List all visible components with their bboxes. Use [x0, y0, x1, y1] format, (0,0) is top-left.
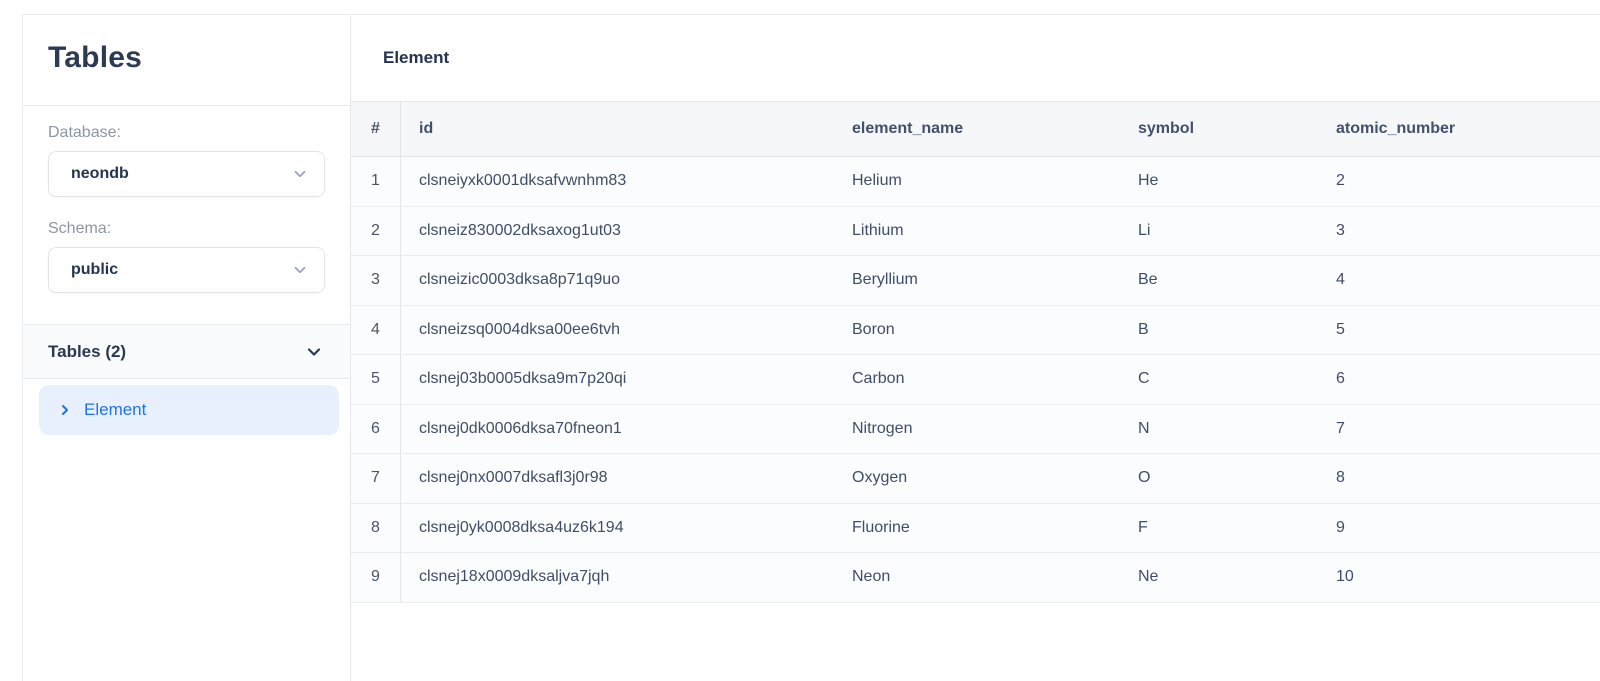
cell-element-name: Fluorine	[852, 518, 910, 536]
table-row[interactable]: 2 clsneiz830002dksaxog1ut03 Lithium Li 3	[351, 206, 1600, 256]
table-row[interactable]: 8 clsnej0yk0008dksa4uz6k194 Fluorine F 9	[351, 503, 1600, 553]
row-index-cell: 3	[351, 256, 401, 305]
table-row[interactable]: 5 clsnej03b0005dksa9m7p20qi Carbon C 6	[351, 355, 1600, 405]
table-row[interactable]: 3 clsneizic0003dksa8p71q9uo Beryllium Be 4	[351, 256, 1600, 306]
cell-symbol: N	[1138, 419, 1150, 437]
row-index-cell: 6	[351, 404, 401, 453]
cell-id: clsneiz830002dksaxog1ut03	[419, 221, 621, 239]
cell-atomic-number: 3	[1336, 221, 1345, 239]
row-index-cell: 9	[351, 553, 401, 602]
table-row[interactable]: 6 clsnej0dk0006dksa70fneon1 Nitrogen N 7	[351, 404, 1600, 454]
tables-section-header[interactable]: Tables (2)	[23, 324, 350, 379]
cell-atomic-number: 7	[1336, 419, 1345, 437]
cell-id: clsnej18x0009dksaljva7jqh	[419, 568, 610, 586]
column-header-element-name: element_name	[852, 120, 964, 137]
row-index-cell: 2	[351, 206, 401, 255]
cell-id: clsneizsq0004dksa00ee6tvh	[419, 320, 621, 338]
schema-select[interactable]: public	[48, 247, 325, 293]
database-select-value: neondb	[71, 165, 129, 182]
page-title: Element	[383, 48, 450, 67]
table-row[interactable]: 9 clsnej18x0009dksaljva7jqh Neon Ne 10	[351, 553, 1600, 603]
schema-label: Schema:	[48, 220, 112, 237]
cell-element-name: Oxygen	[852, 469, 908, 487]
chevron-right-icon	[57, 402, 73, 418]
cell-id: clsnej0yk0008dksa4uz6k194	[419, 518, 624, 536]
cell-id: clsneizic0003dksa8p71q9uo	[419, 271, 621, 289]
sidebar-selects: Database: neondb Schema: public	[23, 106, 350, 316]
column-header-symbol: symbol	[1138, 120, 1195, 137]
cell-element-name: Nitrogen	[852, 419, 913, 437]
sidebar: Tables Database: neondb Schema: public T…	[23, 15, 351, 681]
table-header-row: # id element_name symbol atomic_number	[351, 102, 1600, 157]
cell-element-name: Helium	[852, 172, 902, 190]
chevron-down-icon	[291, 261, 309, 279]
cell-symbol: Ne	[1138, 568, 1159, 586]
cell-element-name: Boron	[852, 320, 895, 338]
schema-select-value: public	[71, 261, 119, 278]
cell-atomic-number: 6	[1336, 370, 1345, 388]
sidebar-item-element[interactable]: Element	[39, 385, 339, 435]
database-select[interactable]: neondb	[48, 151, 325, 197]
cell-symbol: He	[1138, 172, 1159, 190]
cell-symbol: F	[1138, 518, 1148, 536]
cell-element-name: Lithium	[852, 221, 904, 239]
cell-atomic-number: 5	[1336, 320, 1345, 338]
cell-element-name: Carbon	[852, 370, 905, 388]
table-body: 1 clsneiyxk0001dksafvwnhm83 Helium He 2 2 clsn…	[351, 157, 1600, 603]
cell-symbol: Li	[1138, 221, 1151, 239]
row-index-cell: 1	[351, 157, 401, 206]
table-row[interactable]: 7 clsnej0nx0007dksafl3j0r98 Oxygen O 8	[351, 454, 1600, 504]
cell-atomic-number: 10	[1336, 568, 1354, 586]
cell-symbol: O	[1138, 469, 1151, 487]
column-header-atomic-number: atomic_number	[1336, 120, 1456, 137]
sidebar-title: Tables	[48, 41, 143, 74]
row-index-cell: 7	[351, 454, 401, 503]
cell-element-name: Neon	[852, 568, 891, 586]
tables-section-label: Tables (2)	[48, 341, 127, 361]
chevron-down-icon	[291, 165, 309, 183]
table-row[interactable]: 1 clsneiyxk0001dksafvwnhm83 Helium He 2	[351, 157, 1600, 207]
row-index-cell: 5	[351, 355, 401, 404]
column-header-id: id	[419, 120, 434, 137]
database-label: Database:	[48, 124, 121, 141]
cell-id: clsnej0nx0007dksafl3j0r98	[419, 469, 608, 487]
column-header-index: #	[351, 102, 401, 156]
row-index-cell: 8	[351, 503, 401, 552]
cell-atomic-number: 2	[1336, 172, 1345, 190]
data-table: # id element_name symbol atomic_number 1…	[351, 101, 1600, 603]
cell-id: clsnej0dk0006dksa70fneon1	[419, 419, 622, 437]
main-header: Element	[351, 15, 1600, 101]
cell-id: clsnej03b0005dksa9m7p20qi	[419, 370, 627, 388]
table-list: Element	[23, 379, 350, 435]
app-window: Tables Database: neondb Schema: public T…	[22, 14, 1600, 681]
sidebar-item-label: Element	[84, 400, 147, 419]
row-index-cell: 4	[351, 305, 401, 354]
cell-element-name: Beryllium	[852, 271, 918, 289]
cell-symbol: B	[1138, 320, 1149, 338]
cell-atomic-number: 8	[1336, 469, 1345, 487]
main-content: Element # id element_name symbol atomic_…	[351, 15, 1600, 681]
table-row[interactable]: 4 clsneizsq0004dksa00ee6tvh Boron B 5	[351, 305, 1600, 355]
chevron-down-icon	[304, 342, 324, 362]
sidebar-header: Tables	[23, 15, 350, 106]
cell-atomic-number: 9	[1336, 518, 1345, 536]
cell-atomic-number: 4	[1336, 271, 1345, 289]
cell-symbol: C	[1138, 370, 1150, 388]
cell-id: clsneiyxk0001dksafvwnhm83	[419, 172, 627, 190]
cell-symbol: Be	[1138, 271, 1158, 289]
